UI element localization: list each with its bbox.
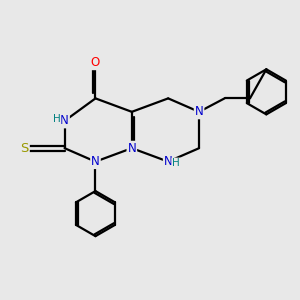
Text: H: H <box>172 158 180 168</box>
Text: N: N <box>195 105 203 118</box>
Text: H: H <box>53 114 61 124</box>
Text: N: N <box>164 155 172 168</box>
Text: N: N <box>60 114 69 128</box>
Text: N: N <box>91 155 100 168</box>
Text: O: O <box>91 56 100 69</box>
Text: S: S <box>20 142 29 155</box>
Text: N: N <box>128 142 136 155</box>
